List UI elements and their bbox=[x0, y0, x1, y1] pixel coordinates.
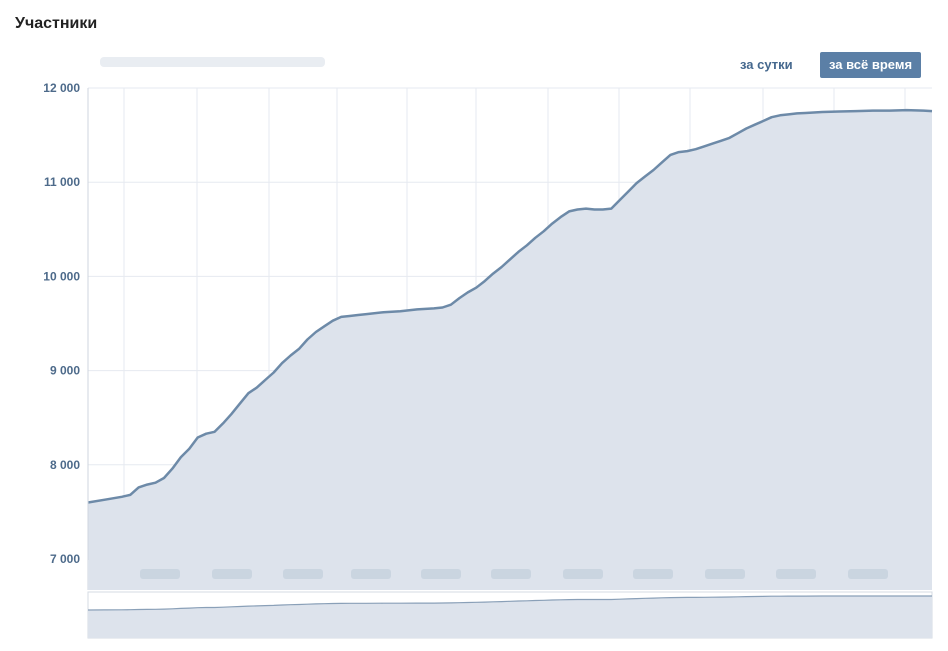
y-tick-label: 9 000 bbox=[50, 364, 80, 378]
y-tick-label: 12 000 bbox=[43, 81, 80, 95]
x-tick-label-blurred bbox=[351, 569, 391, 579]
navigator-line bbox=[87, 595, 932, 611]
y-axis: 7 000 8 000 9 000 10 000 11 000 12 000 bbox=[43, 81, 80, 566]
x-tick-label-blurred bbox=[563, 569, 603, 579]
x-tick-label-blurred bbox=[848, 569, 888, 579]
x-tick-label-blurred bbox=[212, 569, 252, 579]
x-tick-label-blurred bbox=[776, 569, 816, 579]
plot-area bbox=[87, 57, 933, 590]
period-all-time-button[interactable]: за всё время bbox=[820, 52, 922, 78]
range-navigator[interactable] bbox=[87, 591, 933, 639]
x-tick-label-blurred bbox=[633, 569, 673, 579]
y-tick-label: 10 000 bbox=[43, 269, 80, 283]
date-range-blurred bbox=[100, 57, 325, 67]
y-tick-label: 11 000 bbox=[44, 175, 80, 189]
series-area bbox=[88, 110, 932, 590]
y-tick-label: 8 000 bbox=[50, 458, 80, 472]
x-tick-label-blurred bbox=[140, 569, 180, 579]
navigator-area bbox=[88, 596, 932, 638]
period-day-button[interactable]: за сутки bbox=[740, 57, 793, 72]
x-tick-label-blurred bbox=[421, 569, 461, 579]
x-tick-label-blurred bbox=[705, 569, 745, 579]
page-title: Участники bbox=[15, 15, 98, 32]
x-tick-label-blurred bbox=[283, 569, 323, 579]
x-tick-label-blurred bbox=[491, 569, 531, 579]
series-line bbox=[87, 108, 933, 504]
y-tick-label: 7 000 bbox=[50, 552, 80, 566]
